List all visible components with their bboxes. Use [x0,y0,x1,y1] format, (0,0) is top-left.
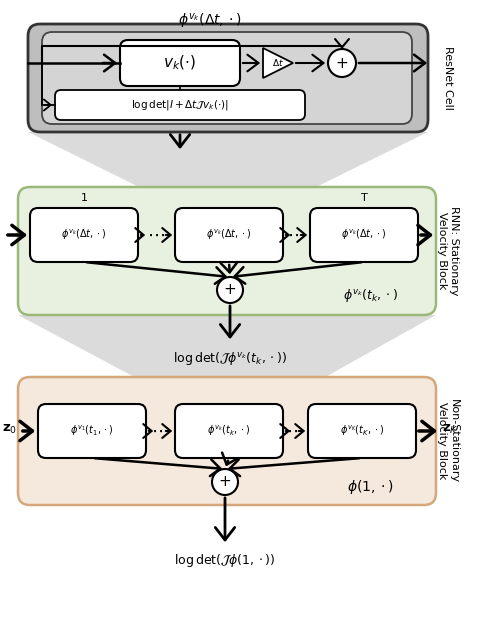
FancyBboxPatch shape [42,32,412,124]
Circle shape [217,277,243,303]
Text: $\phi^{v_k}(\Delta t, \cdot)$: $\phi^{v_k}(\Delta t, \cdot)$ [341,228,387,242]
Circle shape [212,469,238,495]
Text: $\phi^{v_k}(\Delta t, \cdot)$: $\phi^{v_k}(\Delta t, \cdot)$ [178,12,242,31]
Text: 1: 1 [81,193,87,203]
Text: $\mathbf{z}_K$: $\mathbf{z}_K$ [442,422,458,435]
Text: $+$: $+$ [223,283,237,298]
Text: $\log \det(\mathcal{J}\phi(1, \cdot))$: $\log \det(\mathcal{J}\phi(1, \cdot))$ [174,552,276,569]
Text: $v_k(\cdot)$: $v_k(\cdot)$ [164,54,197,72]
FancyBboxPatch shape [55,90,305,120]
Text: $\cdots$: $\cdots$ [286,422,304,440]
Circle shape [328,49,356,77]
FancyBboxPatch shape [18,377,436,505]
FancyBboxPatch shape [175,208,283,262]
Text: $\phi^{v_k}(t_k, \cdot)$: $\phi^{v_k}(t_k, \cdot)$ [207,424,250,438]
Text: $\Delta t$: $\Delta t$ [272,58,284,68]
Text: $\phi^{v_k}(t_k, \cdot)$: $\phi^{v_k}(t_k, \cdot)$ [343,286,397,304]
Text: $\phi(1, \cdot)$: $\phi(1, \cdot)$ [347,478,393,496]
Text: ResNet Cell: ResNet Cell [443,46,453,110]
Text: $+$: $+$ [335,56,349,71]
Text: $\cdots$: $\cdots$ [147,226,165,244]
Text: RNN: Stationary
Velocity Block: RNN: Stationary Velocity Block [437,206,459,296]
FancyBboxPatch shape [18,187,436,315]
FancyBboxPatch shape [30,208,138,262]
Text: $\log \det(\mathcal{J}\phi^{v_k}(t_k, \cdot))$: $\log \det(\mathcal{J}\phi^{v_k}(t_k, \c… [173,350,287,367]
Polygon shape [18,315,436,380]
FancyBboxPatch shape [175,404,283,458]
Text: T: T [361,193,368,203]
Polygon shape [28,132,428,190]
Text: $\mathbf{z}_0$: $\mathbf{z}_0$ [2,422,17,435]
FancyBboxPatch shape [308,404,416,458]
Text: $\log \det |I + \Delta t \mathcal{J} v_k(\cdot)|$: $\log \det |I + \Delta t \mathcal{J} v_k… [131,98,229,112]
Text: $\phi^{v_k}(\Delta t, \cdot)$: $\phi^{v_k}(\Delta t, \cdot)$ [61,228,107,242]
FancyBboxPatch shape [38,404,146,458]
FancyBboxPatch shape [120,40,240,86]
Text: $\cdots$: $\cdots$ [287,226,305,244]
Text: Non-Stationary
Velocity Block: Non-Stationary Velocity Block [437,399,459,483]
Text: $\cdots$: $\cdots$ [151,422,169,440]
Text: $\phi^{v_K}(t_K, \cdot)$: $\phi^{v_K}(t_K, \cdot)$ [340,424,384,438]
Polygon shape [263,48,293,78]
FancyBboxPatch shape [310,208,418,262]
Text: $\phi^{v_1}(t_1, \cdot)$: $\phi^{v_1}(t_1, \cdot)$ [70,424,114,438]
Text: $+$: $+$ [218,474,232,490]
FancyBboxPatch shape [28,24,428,132]
Text: $\phi^{v_k}(\Delta t, \cdot)$: $\phi^{v_k}(\Delta t, \cdot)$ [206,228,252,242]
